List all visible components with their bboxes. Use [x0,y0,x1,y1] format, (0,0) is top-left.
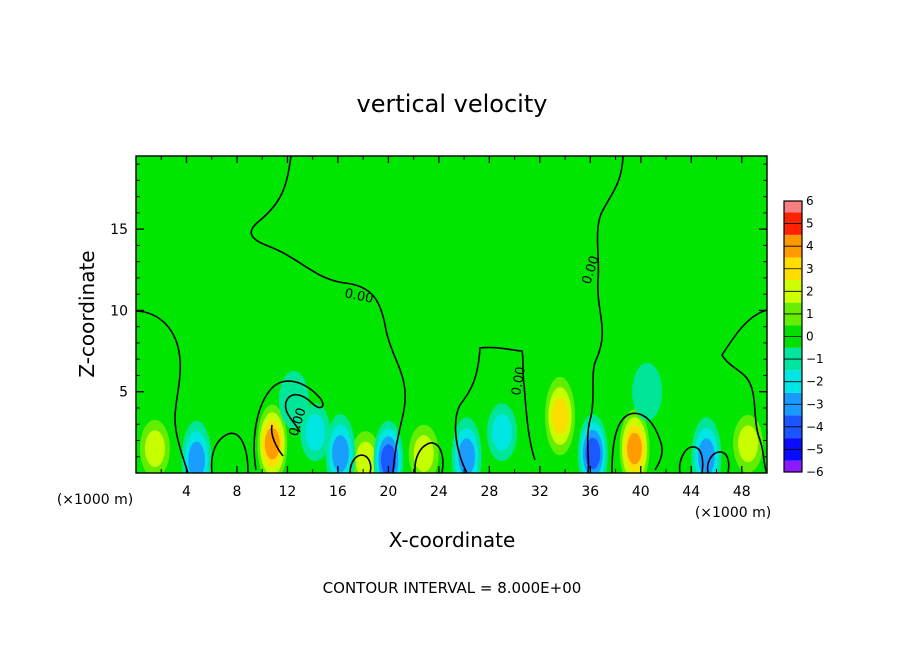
contour-interval-note: CONTOUR INTERVAL = 8.000E+00 [323,579,582,597]
contour-line [454,346,536,473]
x-tick-label: 8 [232,484,241,500]
x-tick-label: 48 [733,484,751,500]
x-tick-label: 40 [632,484,650,500]
contour-line [250,156,406,473]
x-tick-label: 20 [379,484,397,500]
contour-label: 0.00 [343,286,374,307]
velocity-cell [332,435,349,472]
contour-line [706,451,730,473]
y-tick-label: 15 [110,222,128,238]
y-axis-label: Z-coordinate [75,250,99,377]
contour-line [721,309,767,473]
contour-line [678,446,704,473]
velocity-cell [188,441,205,473]
plot-frame [135,155,768,474]
colorbar: −6 −5 −4 −3 −2 −1 0 1 2 3 4 5 6 [783,194,824,479]
chart-title: vertical velocity [357,90,548,118]
colorbar-label: −1 [806,352,824,366]
colorbar-label: −6 [806,465,824,479]
contour-line [136,310,189,473]
contour-label: 0.00 [509,366,529,397]
velocity-cell [380,444,396,473]
colorbar-label: −3 [806,397,824,411]
contour-line [414,442,444,473]
contour-line [270,424,284,457]
colorbar-label: 0 [806,330,814,344]
x-axis-label: X-coordinate [389,528,516,552]
colorbar-swatch [784,460,802,472]
colorbar-label: −4 [806,420,824,434]
velocity-cell [278,371,309,429]
colorbar-label: 1 [806,307,814,321]
colorbar-label: −5 [806,442,824,456]
contour-line [611,412,663,473]
colorbar-swatch [784,201,802,213]
x-unit-right: (×1000 m) [695,505,771,521]
velocity-cell [413,435,434,472]
y-tick-label: 5 [119,385,128,401]
contour-line [349,454,372,473]
x-tick-label: 4 [182,484,191,500]
x-unit-left: (×1000 m) [57,492,133,508]
velocity-cell [632,362,663,421]
velocity-cell [264,427,280,460]
x-tick-label: 28 [480,484,498,500]
colorbar-label: 6 [806,194,814,208]
plot-background [136,156,767,473]
x-tick-label: 12 [279,484,297,500]
x-tick-label: 32 [531,484,549,500]
y-tick-label: 10 [110,303,128,319]
velocity-cell [491,413,512,451]
x-tick-label: 16 [329,484,347,500]
contour-line [586,156,624,473]
velocity-cell [738,425,759,463]
contour-line [210,432,249,473]
velocity-cell [626,432,642,465]
colorbar-label: 3 [806,262,814,276]
plot-area: 0.00 0.00 0.00 0.00 4 8 12 16 20 24 28 32 36 40 44… [110,155,768,500]
colorbar-label: 4 [806,239,814,253]
colorbar-label: 2 [806,284,814,298]
x-tick-label: 24 [430,484,448,500]
velocity-cell [305,413,326,451]
velocity-cell [551,397,569,435]
velocity-cell [144,430,165,468]
contour-line [253,380,324,471]
x-tick-label: 36 [581,484,599,500]
colorbar-label: 5 [806,217,814,231]
colorbar-label: −2 [806,375,824,389]
x-tick-label: 44 [682,484,700,500]
